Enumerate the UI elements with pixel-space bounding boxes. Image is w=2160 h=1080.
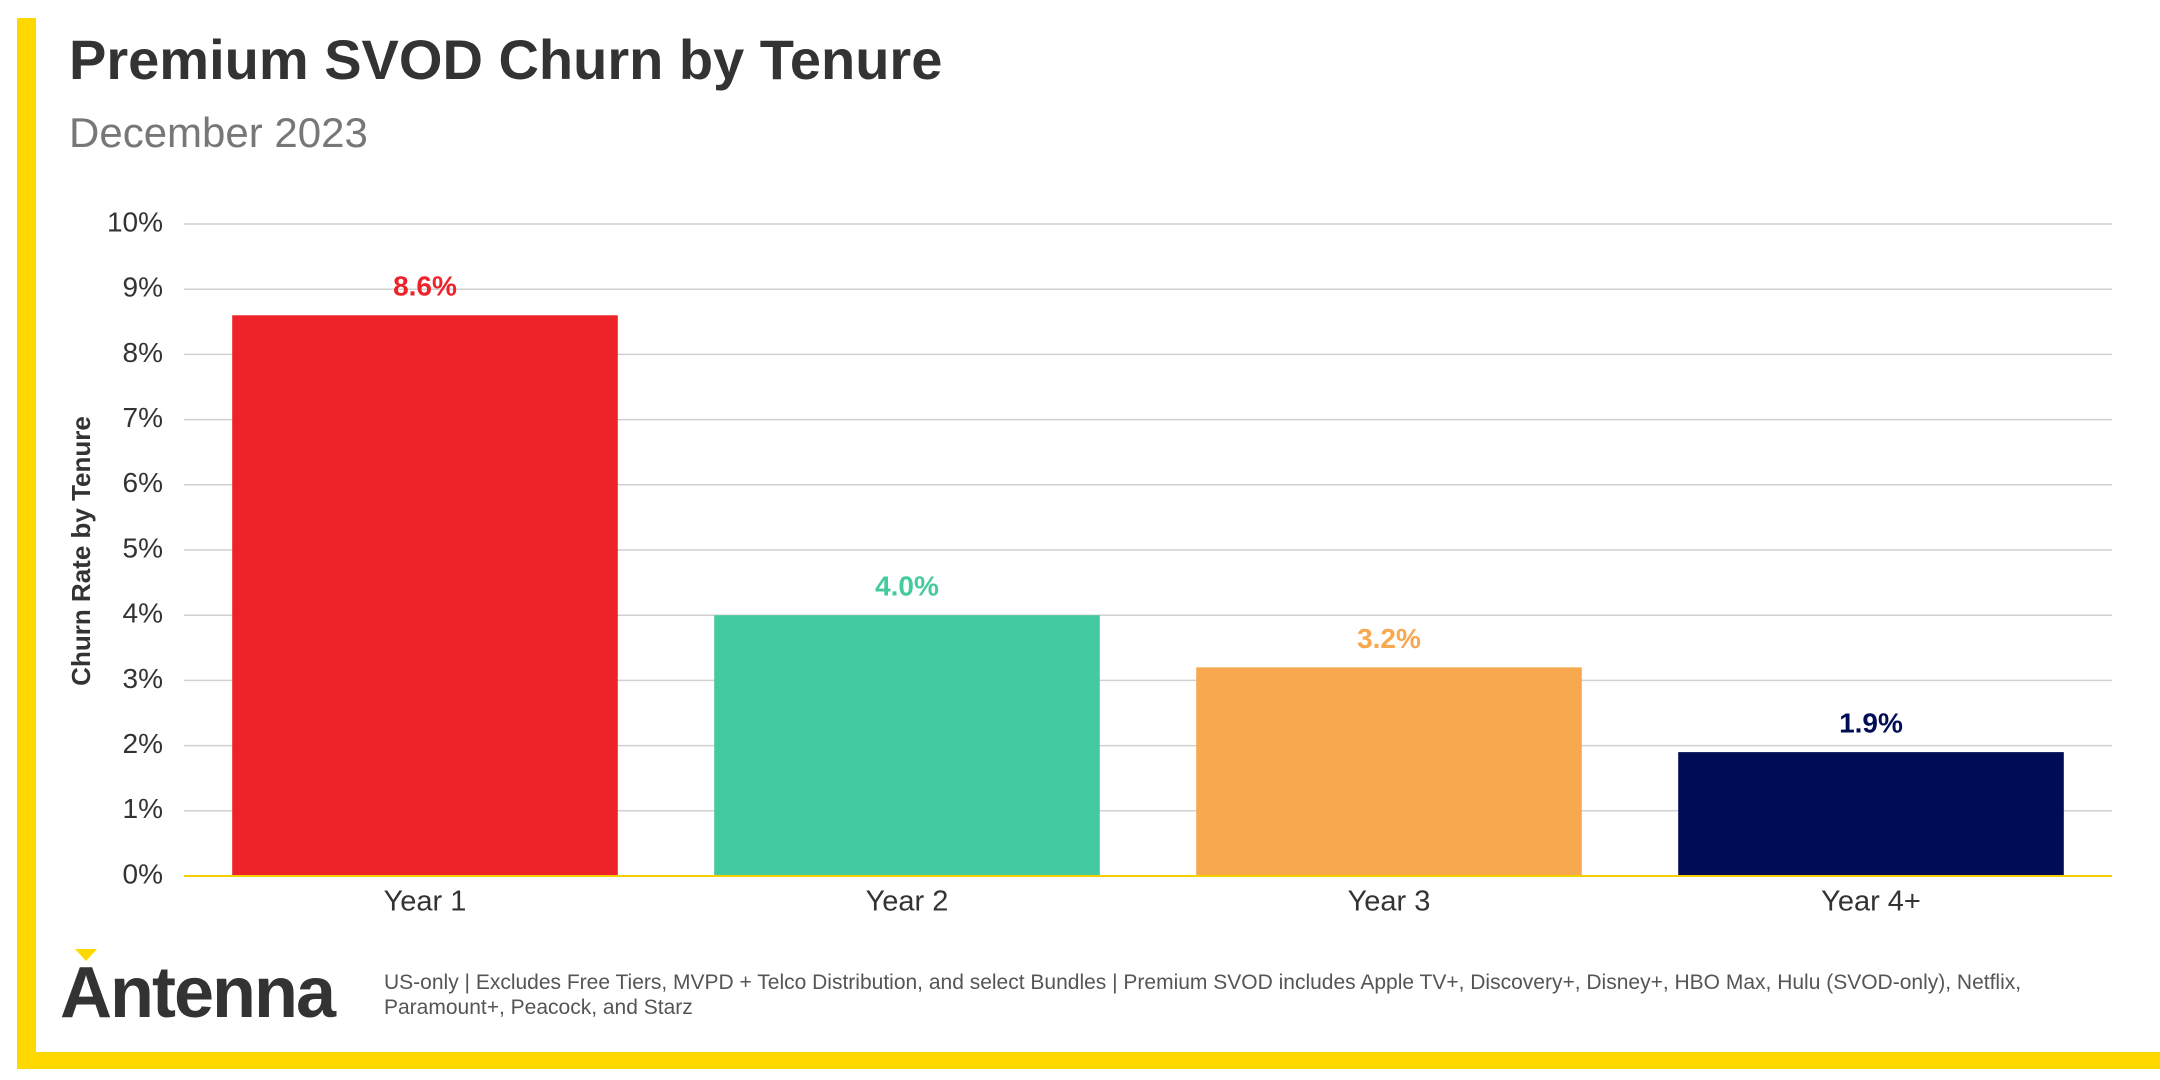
- y-tick-label: 10%: [107, 206, 163, 237]
- chart-title: Premium SVOD Churn by Tenure: [69, 28, 942, 91]
- chart-subtitle: December 2023: [69, 109, 368, 156]
- y-tick-label: 0%: [123, 858, 163, 889]
- y-tick-label: 2%: [123, 728, 163, 759]
- x-tick-label: Year 3: [1348, 886, 1431, 918]
- bar: [1196, 667, 1582, 876]
- y-axis-title: Churn Rate by Tenure: [66, 416, 96, 686]
- bar: [714, 615, 1100, 876]
- y-tick-label: 6%: [123, 467, 163, 498]
- y-tick-label: 5%: [123, 532, 163, 563]
- x-tick-label: Year 4+: [1821, 886, 1921, 918]
- bar: [1678, 752, 2064, 876]
- x-tick-label: Year 1: [384, 886, 467, 918]
- bar: [232, 315, 618, 876]
- y-tick-label: 1%: [123, 793, 163, 824]
- y-tick-label: 7%: [123, 402, 163, 433]
- footnote: US-only | Excludes Free Tiers, MVPD + Te…: [384, 971, 2022, 1019]
- y-tick-label: 4%: [123, 598, 163, 629]
- y-tick-label: 3%: [123, 663, 163, 694]
- logo: Antenna: [60, 953, 337, 1033]
- value-label: 1.9%: [1839, 708, 1903, 739]
- frame-bottom: [17, 1052, 2160, 1069]
- x-tick-label: Year 2: [866, 886, 949, 918]
- value-label: 3.2%: [1357, 623, 1421, 654]
- y-tick-label: 8%: [123, 337, 163, 368]
- y-tick-label: 9%: [123, 272, 163, 303]
- logo-mark: [75, 949, 97, 961]
- frame-left: [17, 18, 36, 1069]
- value-label: 8.6%: [393, 271, 457, 302]
- value-label: 4.0%: [875, 571, 939, 602]
